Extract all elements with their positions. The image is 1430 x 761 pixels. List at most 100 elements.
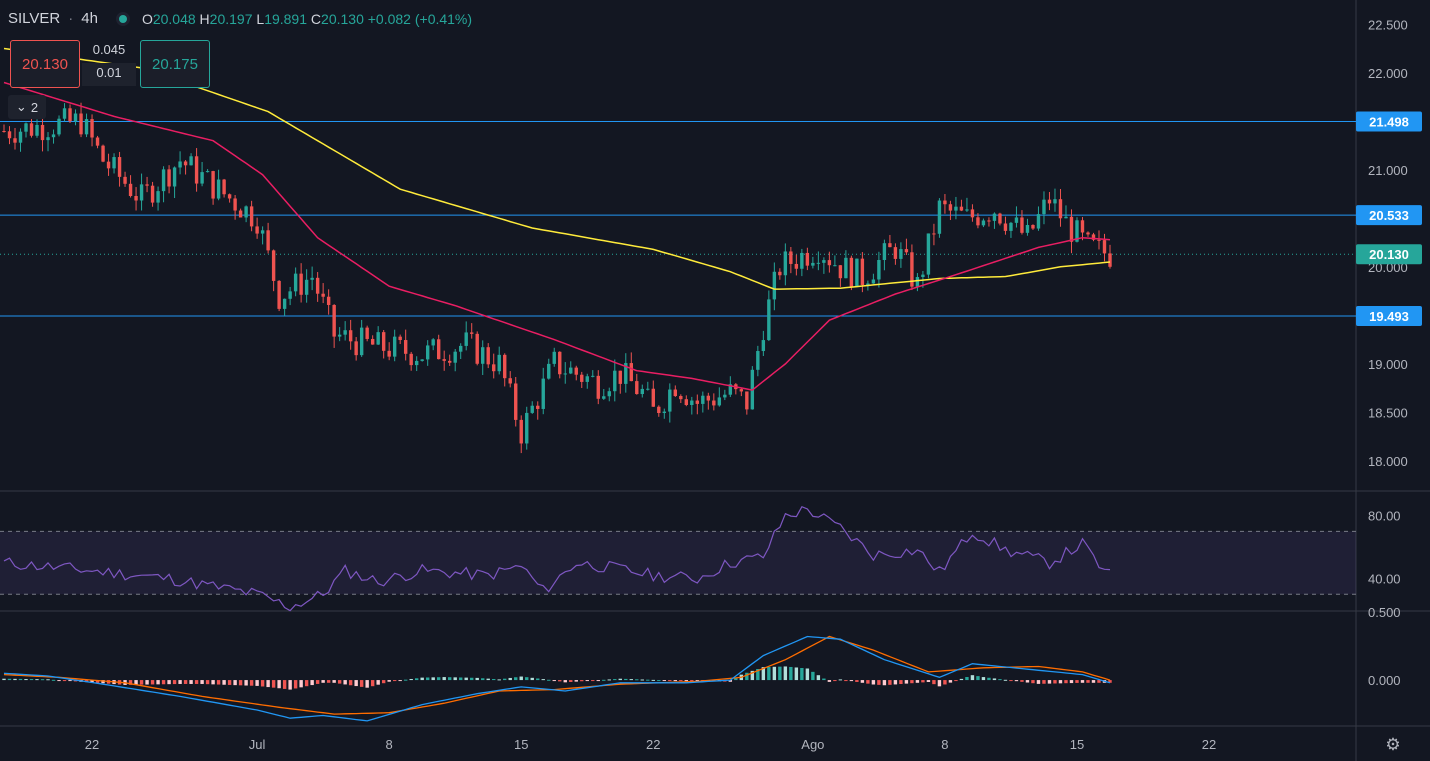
macd-histogram-bar [266,680,270,688]
macd-histogram-bar [998,679,1002,681]
level-price-label: 20.533 [1369,208,1409,223]
macd-histogram-bar [282,680,287,689]
candle-body [1075,220,1079,242]
candle-body [695,400,700,404]
candle-body [624,363,628,384]
macd-histogram-bar [899,680,903,685]
macd-histogram-bar [877,680,881,685]
candle-body [459,345,463,352]
candle-body [227,194,232,199]
ma-short-line [3,81,1111,391]
level-price-tag [1356,306,1422,327]
candle-body [778,271,782,276]
candle-body [772,271,777,300]
gear-icon[interactable]: ⚙ [1385,735,1401,754]
candle-body [805,252,810,266]
macd-histogram-bar [662,680,666,682]
candle-body [376,332,380,345]
macd-histogram-bar [13,678,17,681]
macd-histogram-bar [794,667,799,681]
candle-body [398,336,402,341]
candle-body [2,130,6,132]
candle-body [585,376,589,382]
candle-body [431,339,435,346]
macd-histogram-bar [326,680,331,683]
macd-histogram-bar [448,677,452,681]
macd-histogram-bar [882,680,887,686]
sell-button[interactable]: 20.130 [10,40,80,88]
candle-body [899,249,903,259]
macd-histogram-bar [992,678,997,681]
macd-tick-label: 0.500 [1368,605,1401,620]
indicators-toggle-button[interactable]: ⌄ 2 [8,95,46,119]
candle-body [519,419,523,444]
candle-body [679,396,683,400]
candle-body [381,332,386,351]
candle-body [348,330,353,342]
macd-histogram-bar [464,677,468,681]
candle-body [668,389,672,412]
candle-body [783,251,788,276]
candle-body [547,363,551,379]
macd-histogram-bar [101,680,105,684]
macd-histogram-bar [871,680,876,685]
macd-histogram-bar [937,680,942,687]
candle-body [299,273,303,295]
macd-histogram-bar [244,680,248,686]
candle-body [128,183,133,196]
macd-histogram-bar [943,680,947,685]
candle-body [822,260,826,263]
candle-body [1108,253,1112,267]
candle-body [492,364,496,372]
candle-body [877,260,881,280]
macd-histogram-bar [954,680,958,682]
macd-histogram-bar [657,680,661,682]
macd-histogram-bar [1025,680,1030,683]
macd-histogram-bar [189,680,193,684]
macd-histogram-bar [1003,679,1008,681]
quantity-input[interactable]: 0.01 [82,63,136,86]
candle-body [1009,222,1013,231]
candle-body [7,131,12,139]
candle-body [337,334,342,337]
macd-histogram-bar [591,680,595,682]
macd-histogram-bar [734,678,738,681]
macd-histogram-bar [635,679,639,681]
candle-body [602,396,606,399]
candle-body [117,157,122,177]
macd-histogram-bar [679,680,683,682]
macd-histogram-bar [1108,680,1112,683]
candle-body [282,298,287,309]
buy-button[interactable]: 20.175 [140,40,210,88]
candle-body [101,145,105,162]
candle-body [409,353,413,366]
macd-histogram-bar [95,680,100,683]
timeframe-label[interactable]: 4h [81,10,98,27]
candle-body [1047,199,1052,204]
high-value: 20.197 [209,10,253,27]
candle-body [481,347,485,364]
candle-body [712,400,716,406]
macd-histogram-bar [222,680,226,685]
candle-body [464,332,468,346]
macd-histogram-bar [613,679,617,681]
symbol-name[interactable]: SILVER [8,10,61,27]
macd-histogram-bar [18,678,23,681]
candle-body [189,156,193,166]
candle-body [24,123,28,132]
macd-histogram-bar [288,680,292,690]
macd-histogram-bar [503,678,507,681]
candle-body [536,405,540,409]
indicators-count: 2 [30,99,39,115]
candle-body [57,118,61,135]
macd-histogram-bar [321,680,325,683]
candle-body [420,359,424,361]
candle-body [370,338,375,345]
candle-body [145,184,149,186]
macd-histogram-bar [789,666,793,681]
macd-histogram-bar [238,680,243,686]
macd-histogram-bar [976,676,980,681]
macd-histogram-bar [200,680,204,684]
